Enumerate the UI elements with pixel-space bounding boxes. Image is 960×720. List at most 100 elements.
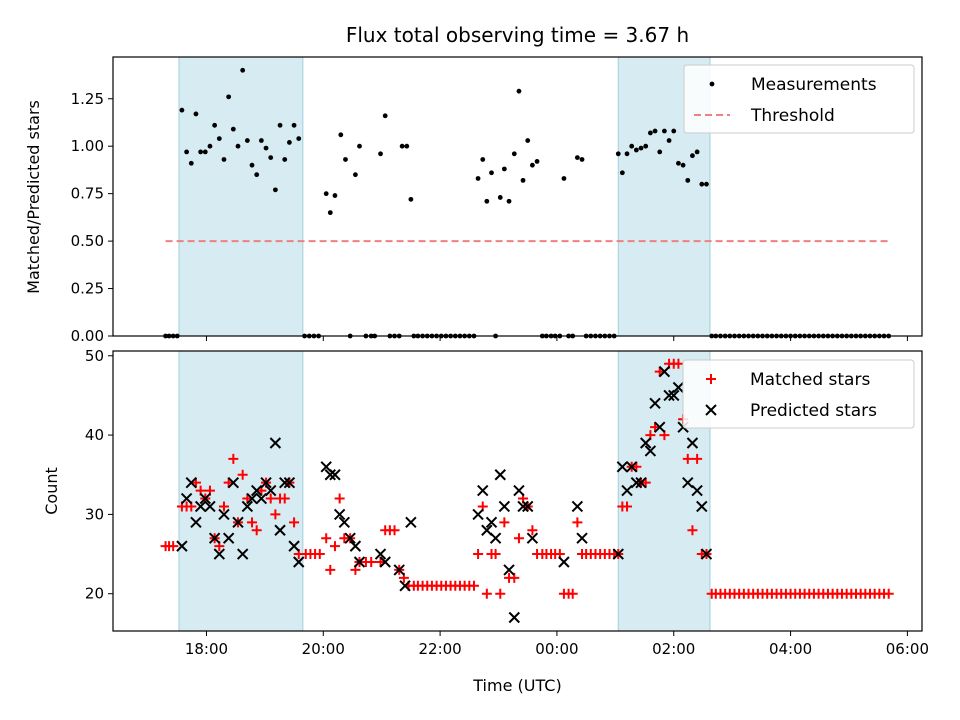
measurement-point — [244, 138, 250, 143]
measurement-point — [629, 143, 635, 149]
measurement-point — [221, 157, 227, 162]
x-tick-label: 18:00 — [185, 640, 228, 658]
measurement-point — [198, 149, 204, 155]
predicted-point — [208, 532, 221, 544]
matched-point — [527, 525, 538, 536]
predicted-point — [654, 421, 666, 433]
y-tick-label: 1.25 — [71, 90, 104, 108]
measurement-point — [520, 177, 526, 183]
predicted-point — [288, 540, 300, 552]
x-tick-label: 04:00 — [769, 640, 812, 658]
matched-point — [673, 358, 684, 369]
matched-point — [513, 533, 524, 544]
predicted-point — [374, 548, 387, 560]
predicted-point — [227, 476, 240, 489]
matched-point — [499, 517, 510, 528]
matched-point — [692, 453, 703, 464]
measurement-point — [529, 162, 535, 168]
measurement-point — [277, 122, 283, 128]
bottom-legend: Matched stars Predicted stars — [682, 359, 915, 429]
measurement-point — [263, 145, 269, 151]
measurement-point — [291, 122, 297, 128]
measurement-point — [561, 176, 567, 181]
measurement-point — [357, 143, 362, 149]
measurement-point — [652, 128, 658, 134]
measurement-point — [327, 210, 333, 216]
matched-point — [622, 501, 633, 512]
predicted-point — [630, 476, 643, 489]
measurement-point — [579, 157, 585, 162]
measurement-point — [511, 151, 517, 157]
matched-point — [270, 509, 281, 520]
measurement-point — [624, 151, 630, 157]
matched-point — [366, 556, 377, 567]
measurement-points — [163, 67, 892, 339]
measurement-point — [516, 88, 522, 94]
matched-point — [334, 493, 345, 504]
top-highlight-spans — [178, 56, 711, 337]
measurement-point — [638, 145, 644, 151]
measurement-point — [501, 166, 507, 172]
measurement-point — [258, 138, 264, 143]
matched-point — [572, 517, 583, 528]
predicted-point — [485, 516, 498, 529]
matched-point — [389, 525, 400, 536]
predicted-point — [199, 492, 211, 505]
matched-point — [329, 541, 340, 552]
legend-box — [683, 64, 915, 134]
matched-point — [481, 588, 492, 599]
measurement-point — [690, 153, 695, 159]
measurement-point — [480, 157, 486, 162]
matched-point — [325, 564, 336, 575]
predicted-point — [246, 492, 258, 505]
matched-point — [495, 588, 506, 599]
legend-marker-dot — [709, 81, 715, 87]
ratio-panel: 0.00 0.25 0.50 0.75 1.00 1.25 Matched/Predict… — [24, 56, 923, 345]
measurement-point — [332, 193, 338, 198]
measurement-point — [216, 136, 222, 142]
matched-point — [265, 493, 276, 504]
x-tick-label: 22:00 — [418, 640, 461, 658]
measurement-point — [666, 138, 672, 143]
matched-point — [314, 549, 325, 560]
measurement-point — [694, 149, 700, 155]
matched-point — [468, 580, 479, 591]
predicted-point — [625, 461, 638, 473]
predicted-point — [663, 389, 675, 402]
predicted-point — [508, 611, 520, 624]
top-y-axis-label: Matched/Predicted stars — [24, 100, 43, 294]
legend-box — [682, 359, 915, 429]
top-axes-frame — [112, 56, 923, 337]
matched-point — [321, 533, 332, 544]
predicted-point — [571, 500, 584, 513]
measurement-point — [408, 196, 414, 202]
measurement-point — [489, 170, 494, 176]
matched-point — [228, 453, 239, 464]
measurement-point — [497, 195, 503, 200]
predicted-point — [472, 508, 484, 521]
measurement-point — [680, 162, 686, 168]
predicted-point — [691, 484, 703, 497]
y-tick-label: 0.00 — [71, 327, 104, 345]
predicted-point — [353, 556, 366, 568]
x-tick-label: 02:00 — [652, 640, 695, 658]
chart-title: Flux total observing time = 3.67 h — [346, 23, 689, 47]
top-y-ticks: 0.00 0.25 0.50 0.75 1.00 1.25 — [71, 90, 113, 345]
x-tick-label: 00:00 — [535, 640, 578, 658]
predicted-point — [279, 476, 291, 489]
predicted-point — [513, 484, 525, 497]
top-legend: Measurements Threshold — [683, 64, 915, 134]
predicted-point — [260, 476, 272, 489]
bottom-axes-frame — [112, 350, 923, 632]
measurement-point — [226, 94, 232, 100]
bottom-y-ticks: 20 30 40 50 — [85, 347, 113, 603]
measurement-point — [338, 132, 344, 138]
legend-label: Predicted stars — [750, 401, 877, 421]
measurement-point — [287, 140, 292, 145]
highlight-span — [178, 56, 304, 337]
predicted-point — [255, 492, 268, 505]
predicted-point — [649, 397, 661, 410]
predicted-point — [176, 540, 188, 552]
legend-label: Matched stars — [750, 370, 870, 390]
predicted-point — [218, 508, 230, 521]
